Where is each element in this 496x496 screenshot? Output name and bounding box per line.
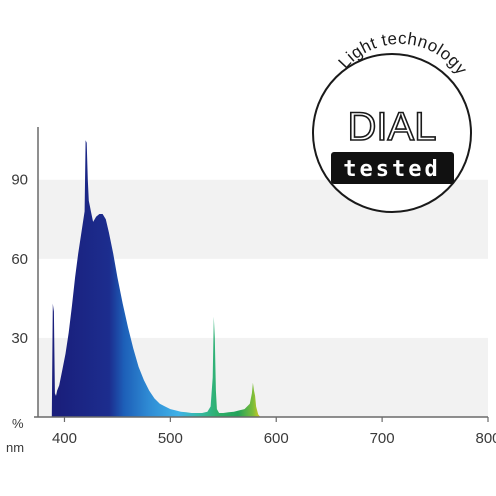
spectrum-area-layer	[51, 140, 261, 417]
seal-tested-box	[331, 152, 454, 184]
x-axis-label: nm	[6, 440, 24, 455]
x-tick-label-400: 400	[52, 430, 77, 447]
seal-tested-text: tested	[343, 157, 440, 182]
x-tick-label-500: 500	[158, 430, 183, 447]
dial-tested-seal: Light technology DIAL tested	[312, 29, 472, 213]
x-tick-label-600: 600	[264, 430, 289, 447]
x-tick-label-800: 800	[475, 430, 496, 447]
spectrum-area	[51, 140, 261, 417]
y-tick-label-90: 90	[11, 172, 28, 189]
y-axis-label: %	[12, 416, 24, 431]
seal-dial-text: DIAL	[348, 105, 437, 149]
x-tick-label-700: 700	[370, 430, 395, 447]
tick-labels: 400 500 600 700 800 30 60 90	[11, 172, 496, 447]
axes	[34, 127, 488, 418]
y-tick-label-60: 60	[11, 251, 28, 268]
y-tick-label-30: 30	[11, 330, 28, 347]
